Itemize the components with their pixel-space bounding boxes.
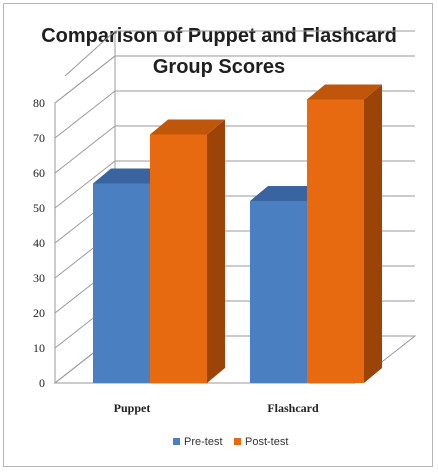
bar-top <box>307 84 382 100</box>
y-tick-label: 10 <box>33 341 45 355</box>
chart-title-line-2: Group Scores <box>153 56 285 78</box>
bar-post-test-puppet <box>150 119 225 383</box>
gridline-side <box>54 160 116 209</box>
bar-side <box>207 119 225 383</box>
bar-side <box>364 84 382 383</box>
y-tick-label: 50 <box>33 201 45 215</box>
y-tick-label: 60 <box>33 166 45 180</box>
y-tick-label: 80 <box>33 96 45 110</box>
y-tick-label: 0 <box>39 376 45 390</box>
gridline-side <box>64 30 116 77</box>
bar-front <box>150 134 207 383</box>
gridline-side <box>54 90 116 139</box>
y-tick-label: 70 <box>33 131 45 145</box>
bar-post-test-flashcard <box>307 84 382 383</box>
gridline-side <box>54 55 116 104</box>
y-tick-label: 40 <box>33 236 45 250</box>
chart-title-line-1: Comparison of Puppet and Flashcard <box>41 25 397 47</box>
bar-front <box>307 99 364 383</box>
y-tick-label: 20 <box>33 306 45 320</box>
bar-top <box>250 186 325 201</box>
bar-front <box>93 183 150 383</box>
bar-top <box>93 168 168 184</box>
bars <box>93 84 382 383</box>
bar-top <box>150 119 225 135</box>
legend-swatch-pre-test <box>173 438 180 445</box>
legend: Pre-test Post-test <box>173 436 288 448</box>
category-label-puppet: Puppet <box>114 401 151 415</box>
y-tick-label: 30 <box>33 271 45 285</box>
legend-label-post-test: Post-test <box>245 436 288 448</box>
category-label-flashcard: Flashcard <box>267 401 319 415</box>
bar-front <box>250 201 307 383</box>
y-axis-ticks: 0 10 20 30 40 50 60 70 80 <box>33 96 45 390</box>
legend-swatch-post-test <box>234 438 241 445</box>
legend-label-pre-test: Pre-test <box>184 436 223 448</box>
gridline-side <box>54 125 116 174</box>
